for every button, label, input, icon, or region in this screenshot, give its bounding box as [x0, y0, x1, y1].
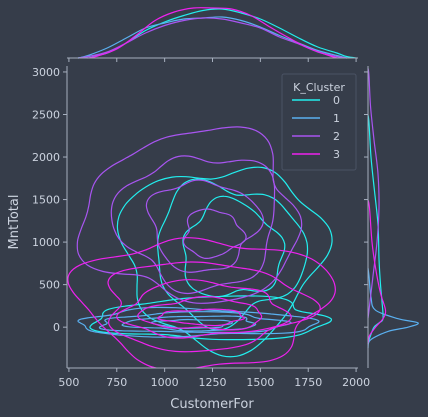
series-3-contour	[137, 295, 263, 331]
y-tick-label: 2000	[32, 151, 60, 164]
series-3-marginal-x	[87, 7, 338, 59]
y-tick-label: 3000	[32, 66, 60, 79]
x-tick-label: 750	[106, 376, 127, 389]
legend-label-1: 1	[333, 112, 340, 125]
y-tick-label: 0	[53, 321, 60, 334]
y-tick-label: 1500	[32, 194, 60, 207]
x-tick-label: 1750	[294, 376, 322, 389]
legend-box	[281, 73, 357, 171]
y-tick-label: 1000	[32, 236, 60, 249]
series-1-marginal-x	[77, 16, 348, 59]
series-2-contour	[182, 208, 247, 260]
x-tick-label: 2000	[342, 376, 370, 389]
series-3-contours	[67, 237, 336, 368]
x-tick-label: 1250	[199, 376, 227, 389]
series-3-contour	[107, 261, 321, 353]
series-1-contour	[77, 306, 320, 338]
legend-title: K_Cluster	[293, 81, 345, 94]
series-2-contour	[76, 126, 303, 304]
series-0-contour	[156, 178, 309, 331]
legend-label-2: 2	[333, 130, 340, 143]
series-3-contour	[67, 237, 336, 368]
y-tick-label: 2500	[32, 108, 60, 121]
marginal-x-kde	[77, 7, 357, 59]
series-0-contour	[182, 195, 286, 298]
legend-label-0: 0	[333, 94, 340, 107]
y-tick-label: 500	[39, 279, 60, 292]
x-tick-label: 500	[58, 376, 79, 389]
series-3-marginal-y	[367, 199, 387, 344]
x-tick-label: 1500	[246, 376, 274, 389]
series-3-contour	[157, 308, 246, 327]
series-2-marginal-y	[367, 68, 380, 319]
marginal-y-kde	[367, 68, 419, 349]
series-0-contour	[89, 295, 333, 341]
series-1-marginal-y	[367, 268, 419, 349]
legend: K_Cluster 0 1 2 3	[281, 73, 357, 171]
x-tick-label: 1000	[151, 376, 179, 389]
kde-contours	[67, 126, 336, 368]
y-axis-label: MntTotal	[7, 195, 22, 250]
series-0-marginal-y	[367, 114, 384, 344]
legend-label-3: 3	[333, 148, 340, 161]
series-2-contour	[110, 155, 276, 295]
series-3-contour	[116, 279, 292, 339]
axes: 500 750 1000 1250 1500 1750 200005001000150020…	[32, 57, 370, 389]
series-2-marginal-x	[78, 17, 347, 59]
x-axis-label: CustomerFor	[170, 397, 254, 412]
